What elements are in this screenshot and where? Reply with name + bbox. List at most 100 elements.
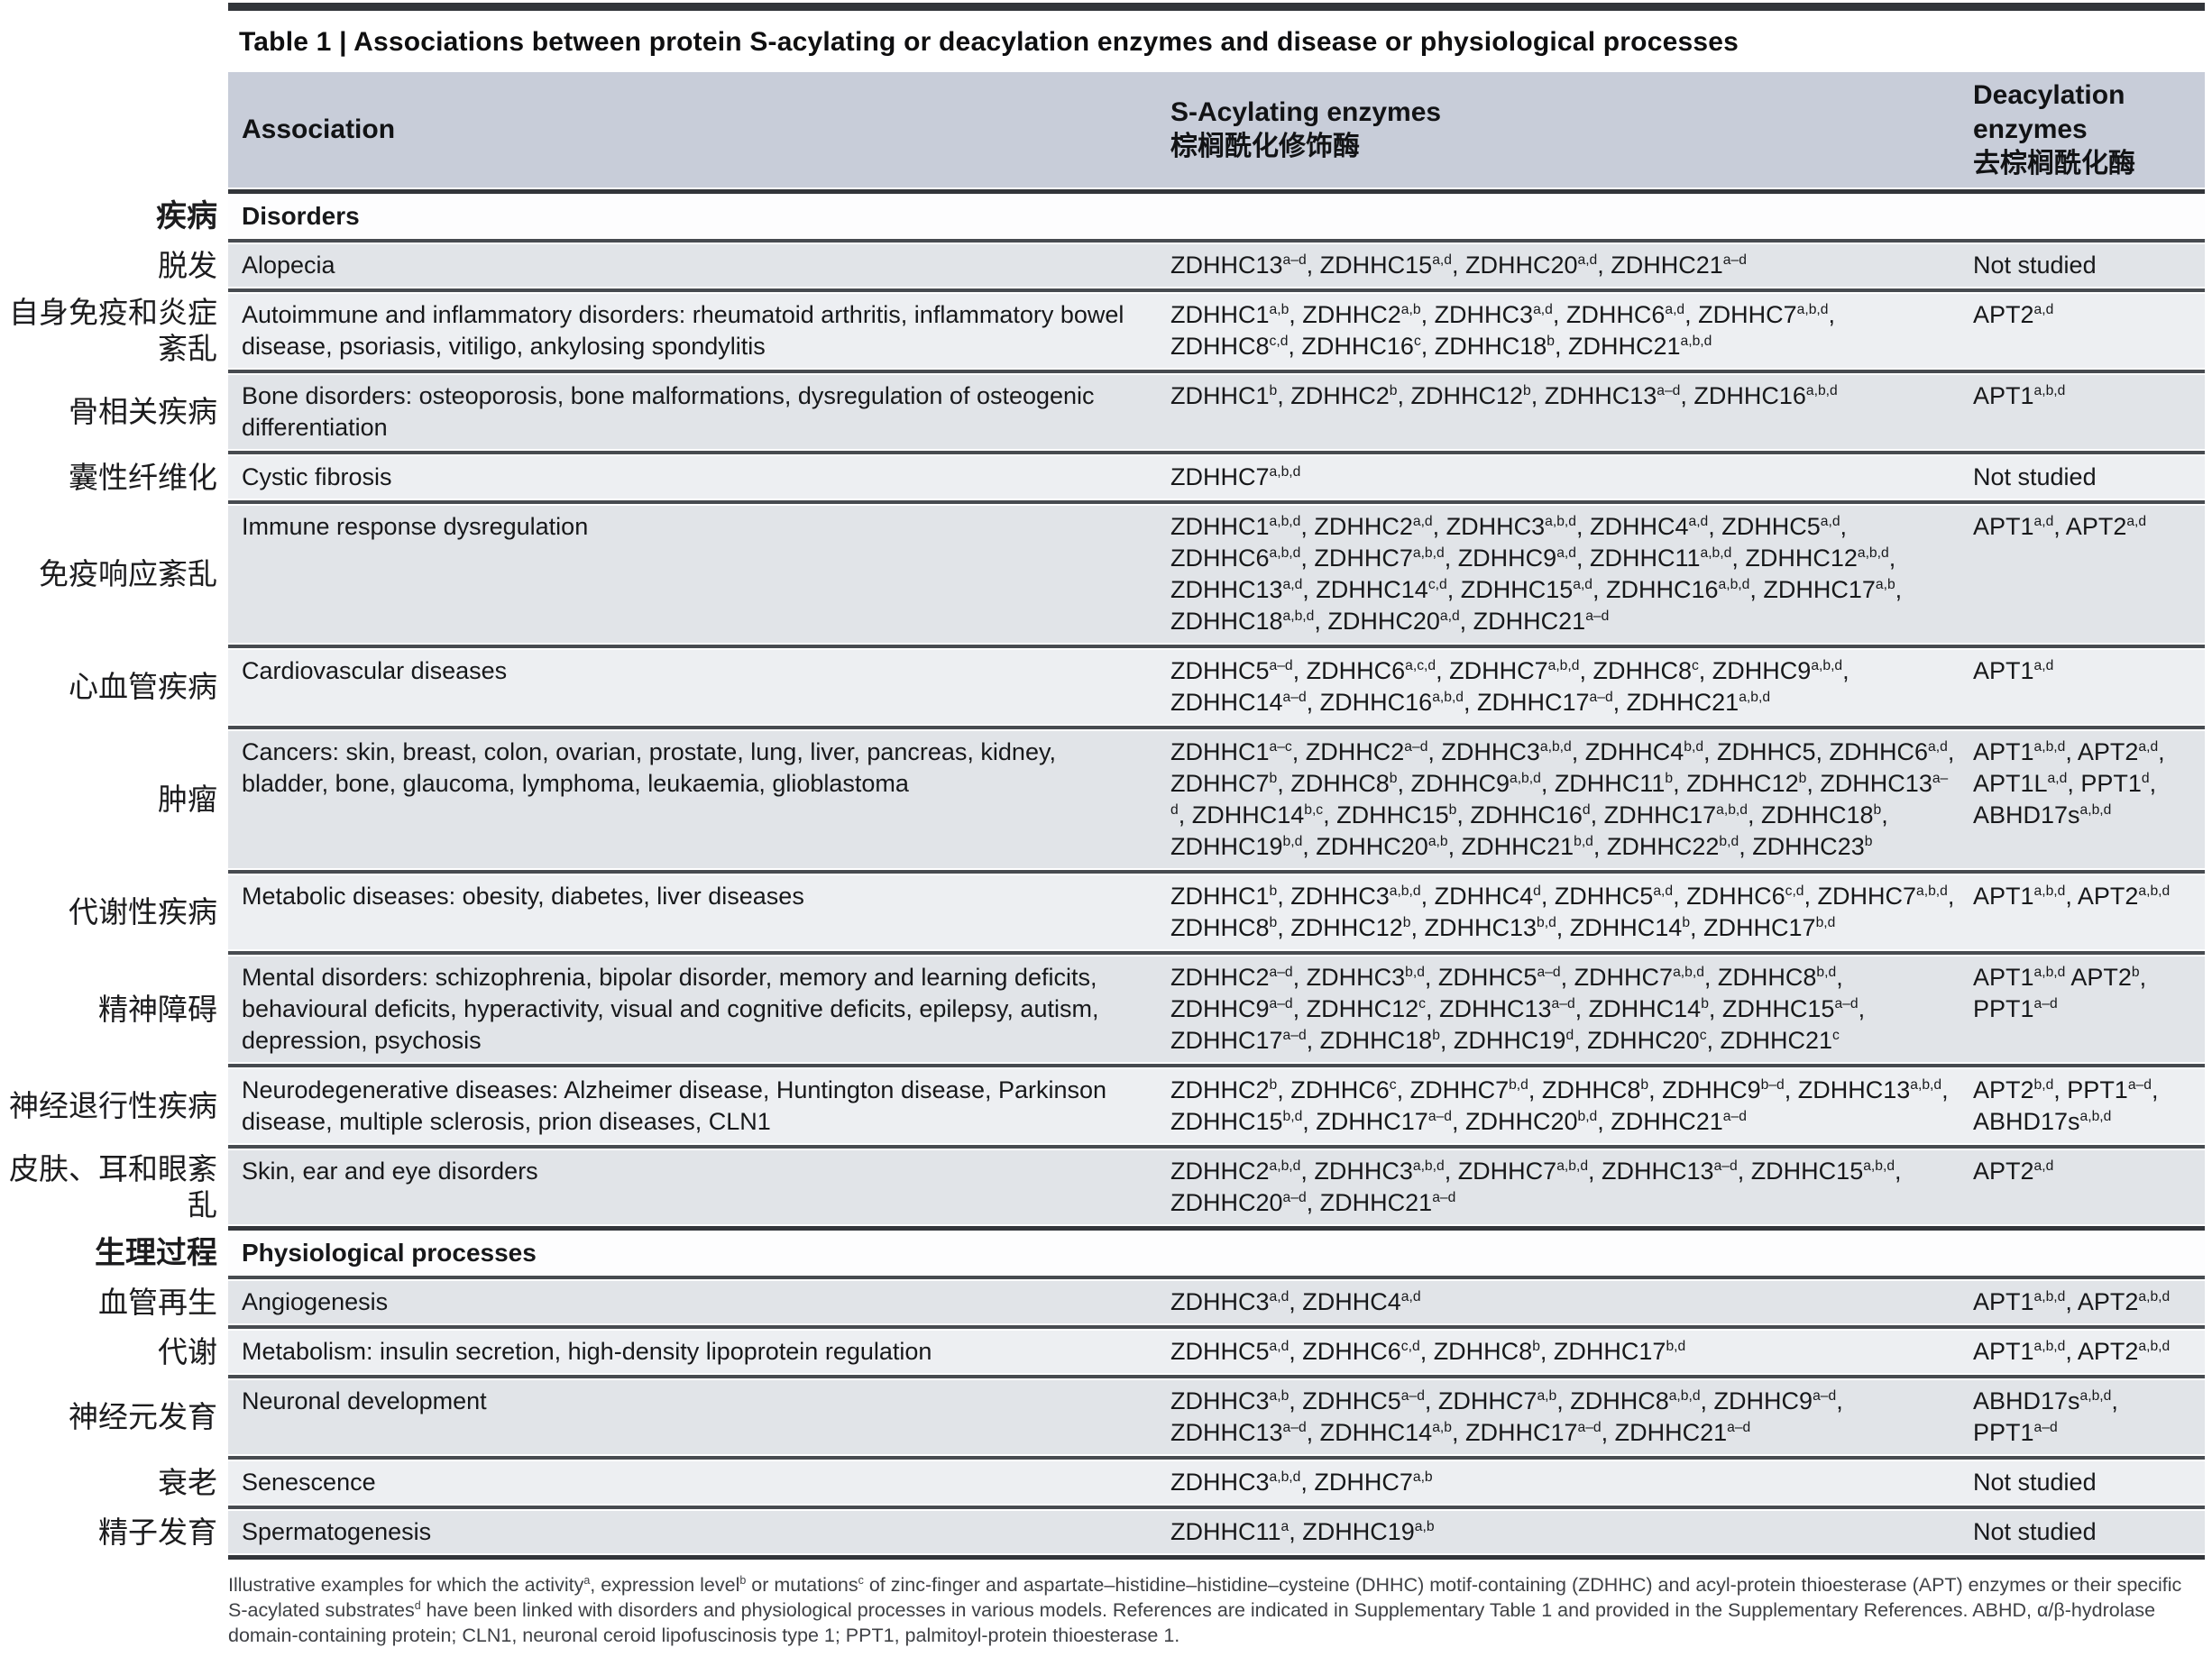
- column-header-association: Association: [242, 114, 396, 144]
- row-label-zh: 精子发育: [98, 1515, 217, 1549]
- row-stripe: Spermatogenesis ZDHHC11a, ZDHHC19a,b Not…: [228, 1511, 2205, 1553]
- table-row: 代谢 Metabolism: insulin secretion, high-d…: [0, 1331, 2212, 1373]
- table-row: 神经退行性疾病 Neurodegenerative diseases: Alzh…: [0, 1069, 2212, 1143]
- column-header-s-acylating-zh: 棕榈酰化修饰酶: [1170, 132, 1360, 161]
- deacylation-enzymes-cell: APT1a,b,d, APT2a,b,d: [1973, 1288, 2171, 1315]
- deacylation-enzymes-cell: Not studied: [1973, 1469, 2097, 1496]
- deacylation-enzymes-cell: Not studied: [1973, 252, 2097, 279]
- section-label-zh: 疾病: [156, 199, 217, 233]
- row-separator-rule: [228, 1064, 2205, 1067]
- row-stripe: Neurodegenerative diseases: Alzheimer di…: [228, 1069, 2205, 1143]
- deacylation-enzymes-cell: APT1a,b,d, APT2a,d, APT1La,d, PPT1d, ABH…: [1973, 738, 2165, 828]
- table-top-rule: [228, 3, 2205, 11]
- column-header-deacylation: Deacylation enzymes 去棕榈酰化酶: [1973, 78, 2205, 181]
- column-header-s-acylating: S-Acylating enzymes 棕榈酰化修饰酶: [1170, 96, 1973, 164]
- row-stripe: Angiogenesis ZDHHC3a,d, ZDHHC4a,d APT1a,…: [228, 1281, 2205, 1323]
- association-cell: Alopecia: [242, 252, 335, 279]
- row-stripe: Immune response dysregulation ZDHHC1a,b,…: [228, 506, 2205, 643]
- s-acylating-enzymes-cell: ZDHHC1a,b, ZDHHC2a,b, ZDHHC3a,d, ZDHHC6a…: [1170, 301, 1835, 360]
- deacylation-enzymes-cell: APT2a,d: [1973, 301, 2054, 328]
- s-acylating-enzymes-cell: ZDHHC2a–d, ZDHHC3b,d, ZDHHC5a–d, ZDHHC7a…: [1170, 964, 1866, 1054]
- deacylation-enzymes-cell: APT1a,d, APT2a,d: [1973, 513, 2147, 540]
- s-acylating-enzymes-cell: ZDHHC2a,b,d, ZDHHC3a,b,d, ZDHHC7a,b,d, Z…: [1170, 1158, 1902, 1216]
- row-label-zh: 脱发: [158, 248, 217, 282]
- row-separator-rule: [228, 951, 2205, 955]
- row-label-zh: 囊性纤维化: [69, 460, 217, 494]
- column-header-deacylation-en: Deacylation enzymes: [1973, 80, 2125, 144]
- row-stripe: Autoimmune and inflammatory disorders: r…: [228, 294, 2205, 368]
- table-title: Table 1 | Associations between protein S…: [239, 27, 1739, 57]
- row-separator-rule: [228, 1276, 2205, 1279]
- row-separator-rule: [228, 500, 2205, 504]
- association-cell: Mental disorders: schizophrenia, bipolar…: [242, 964, 1099, 1054]
- s-acylating-enzymes-cell: ZDHHC3a,b,d, ZDHHC7a,b: [1170, 1469, 1433, 1496]
- section-header-row: 疾病 Disorders: [0, 196, 2212, 237]
- row-stripe: Bone disorders: osteoporosis, bone malfo…: [228, 375, 2205, 449]
- table-footnote: Illustrative examples for which the acti…: [228, 1573, 2182, 1646]
- s-acylating-enzymes-cell: ZDHHC1b, ZDHHC3a,b,d, ZDHHC4d, ZDHHC5a,d…: [1170, 883, 1955, 941]
- section-label-zh: 生理过程: [95, 1236, 217, 1270]
- row-stripe: Neuronal development ZDHHC3a,b, ZDHHC5a–…: [228, 1380, 2205, 1454]
- row-stripe: Metabolic diseases: obesity, diabetes, l…: [228, 875, 2205, 949]
- deacylation-enzymes-cell: Not studied: [1973, 463, 2097, 490]
- row-label-zh: 代谢: [158, 1334, 217, 1368]
- row-label-zh: 神经元发育: [69, 1400, 217, 1433]
- deacylation-enzymes-cell: APT1a,b,d: [1973, 382, 2066, 409]
- row-stripe: Mental disorders: schizophrenia, bipolar…: [228, 957, 2205, 1062]
- table-row: 自身免疫和炎症紊乱 Autoimmune and inflammatory di…: [0, 294, 2212, 368]
- association-cell: Skin, ear and eye disorders: [242, 1158, 538, 1185]
- association-cell: Cystic fibrosis: [242, 463, 392, 490]
- row-separator-rule: [228, 645, 2205, 648]
- row-separator-rule: [228, 288, 2205, 292]
- s-acylating-enzymes-cell: ZDHHC11a, ZDHHC19a,b: [1170, 1518, 1435, 1545]
- table-row: 心血管疾病 Cardiovascular diseases ZDHHC5a–d,…: [0, 650, 2212, 724]
- s-acylating-enzymes-cell: ZDHHC5a,d, ZDHHC6c,d, ZDHHC8b, ZDHHC17b,…: [1170, 1338, 1686, 1365]
- table-row: 肿瘤 Cancers: skin, breast, colon, ovarian…: [0, 731, 2212, 868]
- deacylation-enzymes-cell: APT1a,d: [1973, 657, 2054, 684]
- row-label-zh: 肿瘤: [158, 783, 217, 816]
- row-stripe: Alopecia ZDHHC13a–d, ZDHHC15a,d, ZDHHC20…: [228, 244, 2205, 287]
- deacylation-enzymes-cell: APT1a,b,d, APT2a,b,d: [1973, 883, 2171, 910]
- association-cell: Cancers: skin, breast, colon, ovarian, p…: [242, 738, 1056, 797]
- deacylation-enzymes-cell: APT2a,d: [1973, 1158, 2054, 1185]
- table-row: 精子发育 Spermatogenesis ZDHHC11a, ZDHHC19a,…: [0, 1511, 2212, 1553]
- table-row: 骨相关疾病 Bone disorders: osteoporosis, bone…: [0, 375, 2212, 449]
- row-separator-rule: [228, 1555, 2205, 1560]
- row-stripe: Metabolism: insulin secretion, high-dens…: [228, 1331, 2205, 1373]
- table-body: 疾病 Disorders 脱发 Alopecia ZDHHC13a–d, ZDH…: [0, 189, 2212, 1560]
- s-acylating-enzymes-cell: ZDHHC3a,d, ZDHHC4a,d: [1170, 1288, 1421, 1315]
- row-separator-rule: [228, 239, 2205, 243]
- row-separator-rule: [228, 451, 2205, 454]
- row-label-zh: 心血管疾病: [69, 670, 217, 703]
- column-header-row: Association S-Acylating enzymes 棕榈酰化修饰酶 …: [228, 72, 2205, 188]
- association-cell: Autoimmune and inflammatory disorders: r…: [242, 301, 1124, 360]
- row-label-zh: 衰老: [158, 1465, 217, 1499]
- association-cell: Cardiovascular diseases: [242, 657, 508, 684]
- association-cell: Spermatogenesis: [242, 1518, 432, 1545]
- association-cell: Neurodegenerative diseases: Alzheimer di…: [242, 1076, 1107, 1135]
- s-acylating-enzymes-cell: ZDHHC1a–c, ZDHHC2a–d, ZDHHC3a,b,d, ZDHHC…: [1170, 738, 1955, 860]
- row-separator-rule: [228, 1506, 2205, 1509]
- section-header-row: 生理过程 Physiological processes: [0, 1232, 2212, 1274]
- association-cell: Metabolism: insulin secretion, high-dens…: [242, 1338, 932, 1365]
- table-row: 囊性纤维化 Cystic fibrosis ZDHHC7a,b,d Not st…: [0, 456, 2212, 499]
- association-cell: Senescence: [242, 1469, 376, 1496]
- s-acylating-enzymes-cell: ZDHHC3a,b, ZDHHC5a–d, ZDHHC7a,b, ZDHHC8a…: [1170, 1387, 1843, 1446]
- row-separator-rule: [228, 870, 2205, 874]
- s-acylating-enzymes-cell: ZDHHC7a,b,d: [1170, 463, 1301, 490]
- row-stripe: Cardiovascular diseases ZDHHC5a–d, ZDHHC…: [228, 650, 2205, 724]
- table-row: 精神障碍 Mental disorders: schizophrenia, bi…: [0, 957, 2212, 1062]
- table-row: 神经元发育 Neuronal development ZDHHC3a,b, ZD…: [0, 1380, 2212, 1454]
- s-acylating-enzymes-cell: ZDHHC2b, ZDHHC6c, ZDHHC7b,d, ZDHHC8b, ZD…: [1170, 1076, 1949, 1135]
- deacylation-enzymes-cell: ABHD17sa,b,d, PPT1a–d: [1973, 1387, 2118, 1446]
- table-row: 血管再生 Angiogenesis ZDHHC3a,d, ZDHHC4a,d A…: [0, 1281, 2212, 1323]
- row-stripe: Cancers: skin, breast, colon, ovarian, p…: [228, 731, 2205, 868]
- row-separator-rule: [228, 1226, 2205, 1231]
- row-separator-rule: [228, 1325, 2205, 1329]
- section-label: Physiological processes: [228, 1232, 2205, 1274]
- table-row: 代谢性疾病 Metabolic diseases: obesity, diabe…: [0, 875, 2212, 949]
- row-stripe: Skin, ear and eye disorders ZDHHC2a,b,d,…: [228, 1150, 2205, 1224]
- association-cell: Neuronal development: [242, 1387, 487, 1414]
- row-separator-rule: [228, 370, 2205, 373]
